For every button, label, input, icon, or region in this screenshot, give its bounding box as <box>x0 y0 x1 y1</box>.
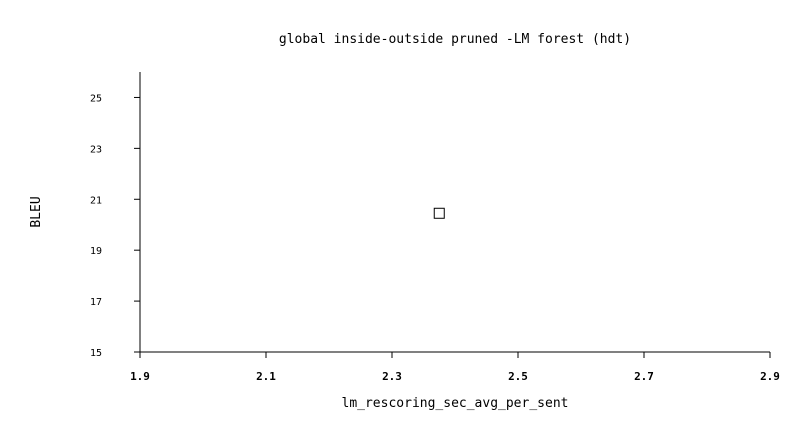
y-tick-label: 15 <box>90 348 102 359</box>
data-points <box>433 207 445 219</box>
data-point <box>433 207 445 219</box>
x-axis-ticks: 1.9 2.1 2.3 2.5 2.7 2.9 <box>130 352 780 383</box>
chart-title: global inside-outside pruned -LM forest … <box>279 32 631 47</box>
y-tick-label: 23 <box>90 144 102 155</box>
x-tick-label: 2.1 <box>256 370 276 383</box>
y-axis-ticks: 15 17 19 21 23 25 <box>90 93 140 359</box>
y-tick-label: 25 <box>90 93 102 104</box>
y-axis-label: BLEU <box>29 196 44 227</box>
y-tick-label: 21 <box>90 195 102 206</box>
x-tick-label: 1.9 <box>130 370 150 383</box>
x-tick-label: 2.9 <box>760 370 780 383</box>
x-tick-label: 2.5 <box>508 370 528 383</box>
y-tick-label: 19 <box>90 246 102 257</box>
x-axis-label: lm_rescoring_sec_avg_per_sent <box>342 396 569 411</box>
y-tick-label: 17 <box>90 297 102 308</box>
x-tick-label: 2.3 <box>382 370 402 383</box>
x-tick-label: 2.7 <box>634 370 654 383</box>
